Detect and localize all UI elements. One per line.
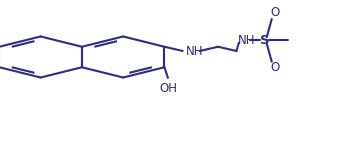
Text: O: O xyxy=(270,61,279,74)
Text: S: S xyxy=(260,34,269,47)
Text: O: O xyxy=(270,7,279,19)
Text: NH: NH xyxy=(238,34,256,47)
Text: NH: NH xyxy=(186,45,203,58)
Text: OH: OH xyxy=(159,82,177,95)
